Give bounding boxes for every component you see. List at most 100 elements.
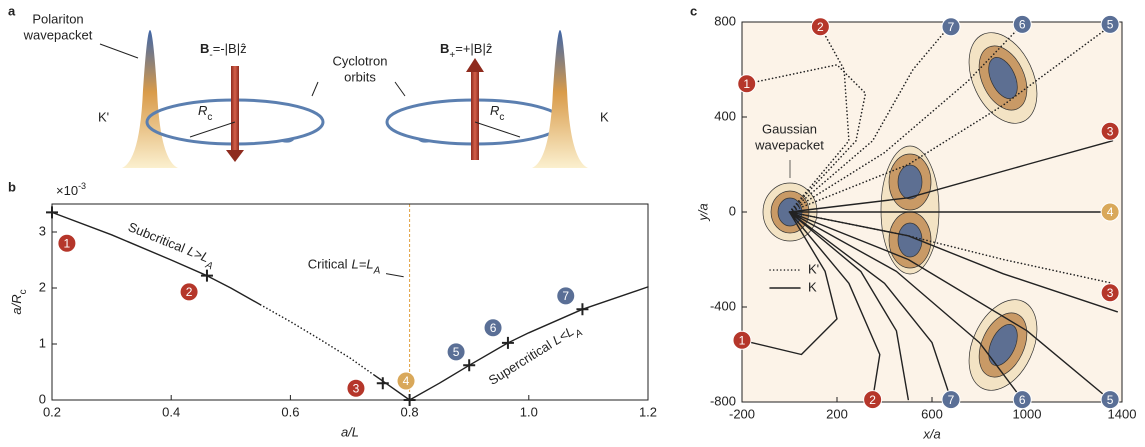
- badge-label: 4: [403, 374, 410, 388]
- text-part: A: [373, 266, 381, 277]
- figure: abcPolaritonwavepacketCyclotronorbitsB-=…: [0, 0, 1145, 447]
- pointer: [312, 82, 318, 96]
- text-part: c: [499, 112, 504, 123]
- annotation: wavepacket: [754, 137, 824, 152]
- valley-label: K': [98, 109, 109, 124]
- y-tick-label: 1: [39, 335, 46, 350]
- x-axis-title: a/L: [341, 424, 359, 439]
- text-part: =+|B|ẑ: [455, 41, 492, 56]
- radius-label: Rc: [490, 103, 504, 123]
- y-tick-label: -800: [710, 393, 736, 408]
- radius-line: [475, 122, 520, 137]
- annotation: Gaussian: [762, 121, 817, 136]
- contour: [898, 165, 922, 199]
- badge-label: 1: [739, 333, 746, 347]
- x-tick-label: 0.2: [43, 404, 61, 419]
- text-part: B: [200, 41, 209, 56]
- field-arrow-head: [226, 150, 244, 162]
- y-axis-title: y/a: [695, 203, 710, 221]
- cross-marker: [46, 206, 58, 218]
- cross-marker: [576, 303, 588, 315]
- field-arrow-head: [466, 58, 484, 72]
- radius-label: Rc: [198, 103, 212, 123]
- annotation: Critical L=LA: [308, 257, 381, 277]
- text-part: c: [18, 289, 29, 294]
- y-tick-label: 800: [714, 13, 736, 28]
- badge-label: 6: [1019, 393, 1026, 407]
- text-part: Supercritical: [486, 338, 555, 389]
- text-part: L<L: [550, 324, 577, 348]
- text-part: Subcritical: [126, 220, 187, 256]
- y-tick-label: 2: [39, 279, 46, 294]
- wavepacket-cone: [122, 30, 178, 168]
- text-part: A: [573, 328, 586, 342]
- badge-label: 6: [1019, 18, 1026, 32]
- orbits-label: Cyclotron: [333, 53, 388, 68]
- trajectory-line: [52, 212, 261, 304]
- wavepacket-label: wavepacket: [23, 27, 93, 42]
- diagram-a: [100, 30, 588, 168]
- annotation-arrow: [386, 274, 404, 277]
- field-arrow: [471, 70, 479, 160]
- text-part: =-|B|ẑ: [213, 41, 247, 56]
- page: abcPolaritonwavepacketCyclotronorbitsB-=…: [0, 0, 1145, 447]
- legend-label: K: [808, 279, 817, 294]
- field-label: B+=+|B|ẑ: [440, 41, 492, 61]
- badge-label: 1: [64, 236, 71, 250]
- badge-label: 5: [1107, 393, 1114, 407]
- orbits-label: orbits: [344, 69, 376, 84]
- badge-label: 7: [562, 289, 569, 303]
- text-part: B: [440, 41, 449, 56]
- y-tick-label: 400: [714, 108, 736, 123]
- text-part: L=L: [352, 257, 374, 272]
- cross-marker: [201, 270, 213, 282]
- text-part: R: [490, 103, 499, 118]
- badge-label: 2: [817, 20, 824, 34]
- text-part: ×10: [56, 183, 78, 198]
- text-part: Critical: [308, 257, 348, 272]
- badge-label: 2: [186, 285, 193, 299]
- panel-label: c: [690, 3, 697, 18]
- badge-label: 3: [353, 381, 360, 395]
- badge-label: 3: [1107, 124, 1114, 138]
- x-tick-label: 0.4: [162, 404, 180, 419]
- panel-label: b: [8, 179, 16, 194]
- axis-multiplier: ×10-3: [56, 181, 86, 198]
- wavepacket-cone: [532, 30, 588, 168]
- badge-label: 5: [1107, 18, 1114, 32]
- badge-label: 2: [869, 393, 876, 407]
- x-tick-label: 600: [921, 406, 943, 421]
- y-tick-label: 0: [39, 391, 46, 406]
- x-tick-label: 0.6: [281, 404, 299, 419]
- trajectory-line: [261, 305, 374, 375]
- trajectory-line: [410, 287, 648, 400]
- panel-label: a: [8, 3, 16, 18]
- x-tick-label: 1.2: [639, 404, 657, 419]
- text-part: -3: [78, 181, 86, 191]
- field-arrow: [231, 66, 239, 150]
- cross-marker: [463, 359, 475, 371]
- badge-label: 6: [490, 321, 497, 335]
- text-part: c: [207, 112, 212, 123]
- pointer: [100, 44, 138, 58]
- x-tick-label: 0.8: [401, 404, 419, 419]
- x-tick-label: 1.0: [520, 404, 538, 419]
- field-label: B-=-|B|ẑ: [200, 41, 247, 61]
- x-tick-label: 1000: [1013, 406, 1042, 421]
- y-axis-title: a/Rc: [9, 289, 29, 314]
- valley-label: K: [600, 109, 609, 124]
- radius-line: [190, 122, 235, 137]
- legend-label: K': [808, 261, 819, 276]
- x-tick-label: 200: [826, 406, 848, 421]
- y-tick-label: -400: [710, 298, 736, 313]
- badge-label: 3: [1107, 286, 1114, 300]
- y-tick-label: 0: [729, 203, 736, 218]
- x-axis-title: x/a: [922, 426, 940, 441]
- badge-label: 7: [948, 393, 955, 407]
- badge-label: 5: [453, 345, 460, 359]
- y-tick-label: 3: [39, 223, 46, 238]
- wavepacket-label: Polariton: [32, 11, 83, 26]
- pointer: [395, 82, 405, 96]
- cross-marker: [502, 337, 514, 349]
- x-tick-label: -200: [729, 406, 755, 421]
